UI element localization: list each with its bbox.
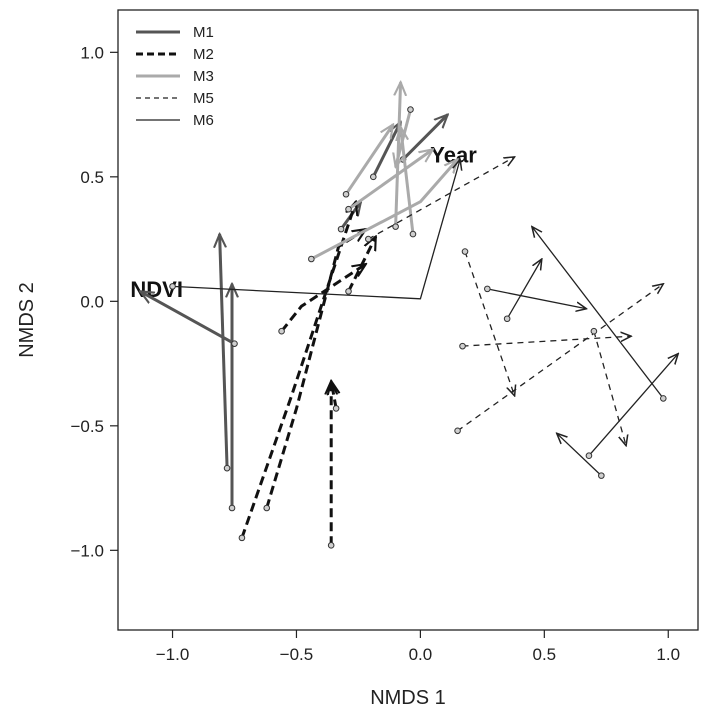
y-axis-title: NMDS 2 [16, 282, 38, 358]
trajectory-m1 [140, 290, 236, 346]
trajectory-start-point [278, 327, 285, 335]
trajectory-start-point [461, 248, 469, 255]
y-tick-label: −0.5 [70, 417, 104, 436]
x-tick-label: −0.5 [280, 645, 314, 664]
trajectory-start-point [228, 504, 236, 512]
trajectory-start-point [409, 230, 417, 238]
x-tick-label: 0.0 [409, 645, 433, 664]
trajectory-m1 [220, 234, 229, 469]
trajectory-start-point [598, 472, 605, 479]
trajectory-m3 [396, 82, 401, 227]
legend-label-m5: M5 [193, 90, 214, 107]
trajectory-start-point [327, 542, 335, 549]
trajectory-start-point [345, 205, 352, 213]
trajectory-m3 [344, 125, 393, 196]
trajectory-start-point [392, 223, 399, 230]
trajectory-start-point [345, 288, 352, 295]
y-tick-label: −1.0 [70, 541, 104, 560]
trajectory-m1 [401, 115, 448, 161]
y-tick-label: 0.0 [80, 292, 104, 311]
trajectory-m6 [487, 288, 586, 309]
trajectory-m6 [588, 354, 678, 457]
trajectory-start-point [308, 255, 315, 263]
trajectory-start-point [454, 427, 461, 435]
trajectory-start-point [407, 106, 414, 113]
trajectory-m2 [265, 229, 366, 509]
trajectory-start-point [659, 395, 667, 402]
trajectory-m2 [240, 202, 356, 539]
trajectory-m5 [464, 251, 515, 396]
trajectory-m6 [532, 227, 664, 399]
x-tick-label: 0.5 [533, 645, 557, 664]
trajectory-m5 [367, 157, 514, 240]
trajectory-start-point [459, 342, 466, 350]
plot-frame [117, 9, 699, 631]
vector-label-ndvi: NDVI [130, 277, 183, 302]
trajectory-m2 [280, 264, 366, 333]
trajectory-start-point [332, 405, 340, 412]
trajectory-start-point [484, 285, 491, 293]
trajectory-start-point [238, 534, 246, 542]
trajectory-m5 [593, 331, 626, 446]
trajectory-start-point [365, 235, 372, 243]
y-tick-label: 1.0 [80, 43, 104, 62]
y-tick-label: 0.5 [80, 168, 104, 187]
trajectory-m2 [347, 237, 378, 293]
x-tick-label: −1.0 [156, 645, 190, 664]
x-axis-title: NMDS 1 [370, 687, 446, 709]
trajectory-start-point [263, 504, 271, 512]
trajectory-start-point [337, 225, 345, 233]
x-tick-label: 1.0 [656, 645, 680, 664]
trajectory-start-point [223, 464, 231, 472]
trajectory-m5 [457, 284, 664, 432]
legend-label-m2: M2 [193, 46, 214, 63]
trajectory-m3 [347, 149, 433, 211]
trajectory-m2 [331, 381, 336, 409]
legend-label-m3: M3 [193, 68, 214, 85]
trajectory-m6 [506, 259, 542, 320]
trajectory-start-point [169, 283, 176, 290]
trajectory-start-point [231, 340, 238, 347]
trajectory-m3 [310, 159, 457, 261]
trajectory-start-point [590, 327, 598, 335]
trajectory-m6 [172, 159, 461, 300]
trajectory-start-point [369, 173, 377, 181]
trajectory-m6 [557, 433, 602, 477]
trajectory-start-point [503, 315, 511, 323]
trajectory-start-point [585, 452, 593, 460]
legend-label-m6: M6 [193, 112, 214, 129]
legend-label-m1: M1 [193, 24, 214, 41]
trajectory-m5 [462, 336, 632, 347]
trajectory-start-point [342, 190, 350, 198]
